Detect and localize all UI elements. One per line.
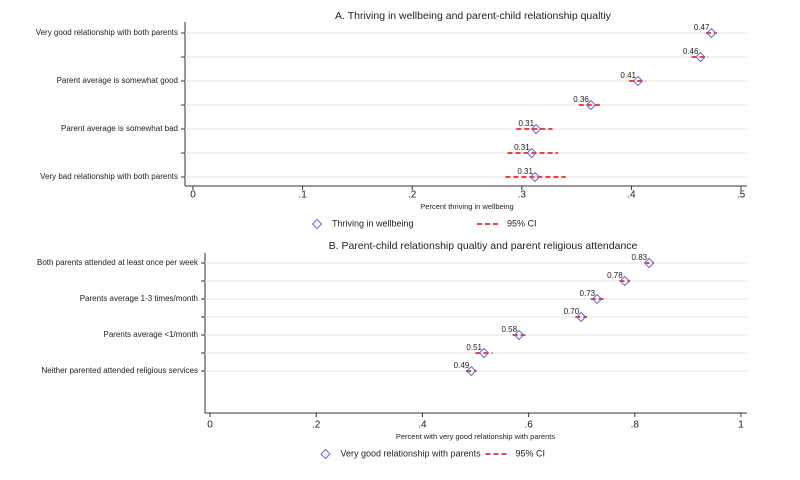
y-tick-label: Very bad relationship with both parents — [40, 172, 178, 181]
point — [591, 293, 603, 305]
x-tick-label: 0 — [207, 420, 213, 431]
point — [513, 329, 525, 341]
point — [695, 51, 706, 63]
point — [526, 147, 537, 159]
point — [530, 123, 542, 135]
legend-marker — [320, 448, 331, 460]
x-axis-label: Percent thriving in wellbeing — [420, 202, 513, 211]
value-label: 0.36 — [573, 95, 589, 104]
point — [529, 171, 541, 183]
point — [478, 347, 490, 359]
x-tick-label: .3 — [518, 190, 527, 201]
x-tick-label: .2 — [312, 420, 321, 431]
x-tick-label: .6 — [524, 420, 533, 431]
value-label: 0.73 — [580, 289, 596, 298]
value-label: 0.83 — [632, 253, 648, 262]
value-label: 0.70 — [564, 307, 580, 316]
x-tick-label: 1 — [738, 420, 744, 431]
y-tick-label: Parents average 1-3 times/month — [80, 294, 198, 303]
legend-marker — [311, 218, 323, 230]
value-label: 0.51 — [466, 343, 482, 352]
chart-title: B. Parent-child relationship qualtiy and… — [329, 240, 638, 252]
y-tick-label: Both parents attended at least once per … — [37, 258, 199, 267]
x-tick-label: .5 — [737, 190, 746, 201]
point — [632, 75, 644, 87]
value-label: 0.58 — [501, 325, 517, 334]
point — [466, 365, 477, 377]
point — [575, 311, 587, 323]
value-label: 0.46 — [683, 47, 699, 56]
point — [585, 99, 597, 111]
value-label: 0.31 — [517, 167, 533, 176]
x-tick-label: .2 — [408, 190, 417, 201]
y-tick-label: Parents average <1/month — [103, 330, 198, 339]
y-tick-label: Parent average is somewhat bad — [61, 124, 178, 133]
y-tick-label: Very good relationship with both parents — [36, 28, 178, 37]
x-tick-label: 0 — [190, 190, 196, 201]
point — [619, 275, 630, 287]
x-axis-label: Percent with very good relationship with… — [396, 432, 556, 441]
value-label: 0.31 — [514, 143, 530, 152]
point — [643, 257, 655, 269]
value-label: 0.47 — [694, 23, 710, 32]
x-tick-label: .1 — [298, 190, 307, 201]
x-tick-label: .8 — [631, 420, 640, 431]
x-tick-label: .4 — [627, 190, 636, 201]
y-tick-label: Neither parented attended religious serv… — [41, 366, 198, 375]
value-label: 0.41 — [620, 71, 636, 80]
x-tick-label: .4 — [418, 420, 427, 431]
y-tick-label: Parent average is somewhat good — [57, 76, 178, 85]
value-label: 0.78 — [607, 271, 623, 280]
legend-label: Very good relationship with parents — [341, 448, 482, 458]
value-label: 0.49 — [454, 361, 470, 370]
point — [706, 27, 717, 39]
legend-label: 95% CI — [507, 218, 537, 228]
legend-label: 95% CI — [516, 448, 546, 458]
legend-label: Thriving in wellbeing — [332, 218, 414, 228]
chart-title: A. Thriving in wellbeing and parent-chil… — [335, 10, 612, 22]
value-label: 0.31 — [518, 119, 534, 128]
